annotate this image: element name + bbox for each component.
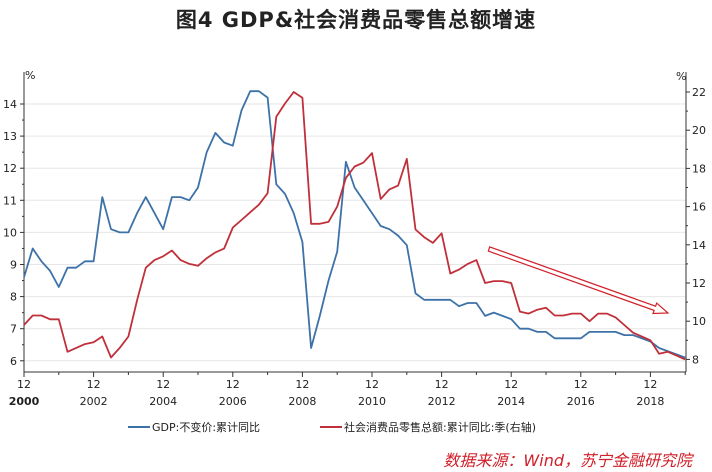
data-source-note: 数据来源：Wind，苏宁金融研究院: [443, 451, 692, 470]
x-axis-tick-year: 2014: [497, 395, 525, 408]
x-axis-tick-month: 12: [87, 378, 101, 391]
right-axis-tick-label: 22: [692, 86, 706, 99]
left-axis-unit: %: [25, 69, 35, 82]
legend-swatch-gdp: [128, 426, 150, 428]
chart-title: 图4 GDP&社会消费品零售总额增速: [175, 8, 537, 32]
series-line-retail: [23, 91, 686, 361]
right-axis-tick-label: 8: [692, 353, 699, 366]
legend-item-gdp: GDP:不变价:累计同比: [128, 419, 260, 435]
x-axis-tick-month: 12: [365, 378, 379, 391]
trend-arrow-annotation: [487, 246, 670, 315]
right-axis-tick-label: 16: [692, 201, 706, 214]
x-axis-tick-year: 2018: [636, 395, 664, 408]
left-axis-tick-label: 8: [10, 291, 17, 304]
left-axis-tick-label: 10: [3, 226, 17, 239]
right-axis-tick-label: 20: [692, 124, 706, 137]
legend-label-retail: 社会消费品零售总额:累计同比:季(右轴): [344, 421, 536, 434]
x-axis-tick-year: 2010: [358, 395, 386, 408]
left-axis-tick-label: 7: [10, 323, 17, 336]
x-axis-tick-month: 12: [226, 378, 240, 391]
legend-label-gdp: GDP:不变价:累计同比: [152, 421, 261, 434]
x-axis-tick-year: 2004: [149, 395, 177, 408]
x-axis-tick-month: 12: [574, 378, 588, 391]
series-line-gdp: [23, 90, 686, 359]
x-axis-tick-year: 2008: [288, 395, 316, 408]
right-axis-tick-label: 14: [692, 239, 706, 252]
right-axis-tick-label: 12: [692, 277, 706, 290]
left-axis-tick-label: 12: [3, 162, 17, 175]
x-axis-tick-year: 2002: [80, 395, 108, 408]
left-axis-tick-label: 14: [3, 98, 17, 111]
right-axis-tick-label: 10: [692, 315, 706, 328]
left-axis-tick-label: 9: [10, 259, 17, 272]
x-axis-tick-month: 12: [295, 378, 309, 391]
x-axis-tick-year: 2000: [9, 395, 40, 408]
x-axis-tick-year: 2012: [428, 395, 456, 408]
right-axis-tick-label: 18: [692, 162, 706, 175]
x-axis-tick-month: 12: [504, 378, 518, 391]
legend-swatch-retail: [320, 426, 342, 428]
x-axis-tick-month: 12: [643, 378, 657, 391]
legend-item-retail: 社会消费品零售总额:累计同比:季(右轴): [320, 419, 536, 435]
x-axis-tick-month: 12: [17, 378, 31, 391]
left-axis-tick-label: 13: [3, 130, 17, 143]
left-axis-tick-label: 11: [3, 194, 17, 207]
right-axis-unit: %: [676, 70, 686, 83]
left-axis-tick-label: 6: [10, 355, 17, 368]
x-axis-tick-month: 12: [435, 378, 449, 391]
x-axis-tick-month: 12: [156, 378, 170, 391]
x-axis-tick-year: 2016: [567, 395, 595, 408]
x-axis-tick-year: 2006: [219, 395, 247, 408]
